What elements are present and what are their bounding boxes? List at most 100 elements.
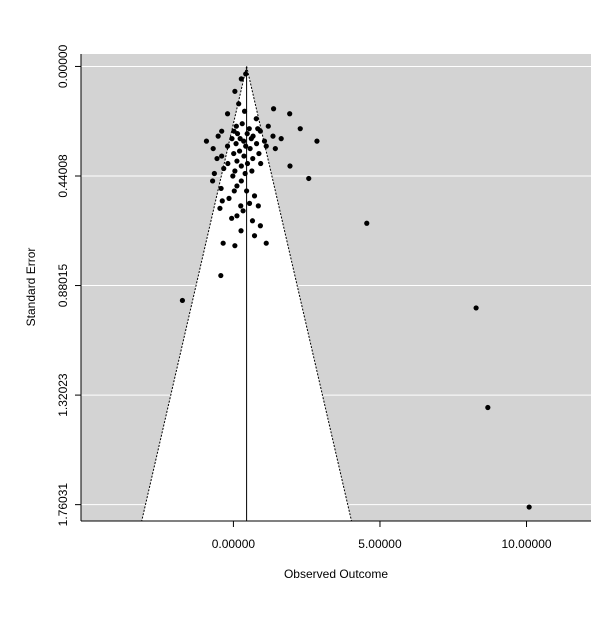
data-point	[238, 76, 244, 82]
data-point	[244, 131, 250, 137]
y-tick-label: 0.00000	[56, 44, 70, 88]
data-point	[218, 185, 224, 192]
data-point	[265, 123, 271, 129]
data-point	[224, 143, 231, 149]
data-point	[257, 223, 263, 229]
data-point	[230, 173, 236, 179]
data-point	[249, 168, 255, 174]
data-point	[214, 155, 220, 162]
data-point	[272, 145, 278, 152]
data-point	[241, 153, 247, 159]
plot-background	[81, 54, 591, 521]
axes-layer: 0.00000 5.00000 10.00000 0.00000 0.44008 0.88…	[56, 44, 591, 551]
data-point	[249, 218, 256, 224]
x-tick-label: 5.00000	[358, 537, 402, 551]
data-point	[229, 136, 235, 142]
data-point	[232, 88, 238, 94]
data-point	[231, 188, 237, 194]
data-point	[221, 165, 227, 172]
data-point	[226, 195, 232, 201]
data-point	[238, 203, 244, 209]
data-point	[251, 233, 258, 239]
data-point	[247, 145, 253, 152]
data-point	[234, 183, 240, 189]
data-point	[234, 158, 240, 164]
data-point	[225, 160, 231, 167]
y-tick-label: 0.88015	[56, 264, 70, 308]
data-point	[210, 178, 216, 184]
data-point	[238, 178, 244, 184]
data-point	[234, 131, 241, 137]
data-point	[270, 133, 276, 139]
data-point	[287, 163, 293, 169]
x-tick-label: 0.00000	[212, 537, 256, 551]
data-point	[257, 128, 263, 134]
data-point	[217, 205, 223, 211]
data-point	[238, 228, 244, 234]
data-point	[203, 138, 210, 144]
data-point	[232, 243, 238, 249]
data-point	[233, 141, 239, 147]
funnel-left-boundary	[141, 66, 248, 522]
data-point	[248, 136, 254, 142]
data-point	[250, 155, 256, 162]
data-point	[278, 136, 284, 142]
data-point	[236, 101, 242, 107]
data-point	[364, 220, 370, 226]
data-point	[219, 198, 225, 204]
data-point	[256, 150, 262, 157]
grid-layer	[81, 54, 591, 521]
data-point	[241, 138, 247, 144]
data-point	[287, 111, 293, 117]
data-point	[263, 240, 269, 246]
data-point	[526, 504, 532, 510]
data-point	[219, 153, 225, 159]
data-point	[473, 305, 479, 311]
data-point	[210, 145, 216, 152]
data-point	[231, 150, 237, 157]
data-point	[236, 148, 243, 154]
y-tick-label: 1.76031	[56, 483, 70, 527]
data-point	[232, 168, 238, 174]
data-point	[251, 193, 258, 199]
data-point	[218, 272, 224, 279]
data-point	[242, 170, 248, 177]
data-point	[258, 160, 264, 167]
data-point	[244, 160, 251, 167]
y-tick-label: 0.44008	[56, 154, 70, 198]
data-point	[263, 143, 269, 149]
data-point	[485, 404, 491, 411]
x-axis-label: Observed Outcome	[284, 567, 388, 581]
y-tick-label: 1.32023	[56, 373, 70, 417]
data-point	[215, 133, 221, 139]
data-point	[246, 200, 253, 206]
points-layer	[179, 71, 532, 510]
data-point	[306, 175, 312, 182]
data-point	[253, 141, 260, 147]
data-point	[243, 143, 249, 149]
data-point	[224, 111, 231, 117]
y-axis-label: Standard Error	[24, 248, 38, 327]
data-point	[234, 213, 240, 219]
data-point	[297, 126, 303, 132]
data-point	[255, 203, 261, 209]
data-point	[240, 208, 246, 214]
data-point	[253, 116, 259, 122]
data-point	[314, 138, 320, 144]
data-point	[243, 71, 249, 77]
data-point	[261, 138, 268, 144]
data-point	[241, 108, 248, 114]
data-point	[246, 126, 252, 132]
data-point	[239, 121, 245, 127]
data-point	[220, 240, 226, 246]
data-point	[270, 106, 277, 112]
data-point	[219, 128, 225, 134]
data-point	[233, 123, 239, 129]
x-tick-label: 10.00000	[501, 537, 551, 551]
data-point	[244, 188, 250, 194]
data-point	[238, 163, 244, 169]
data-point	[229, 215, 235, 221]
data-point	[211, 170, 217, 177]
data-point	[179, 297, 186, 304]
